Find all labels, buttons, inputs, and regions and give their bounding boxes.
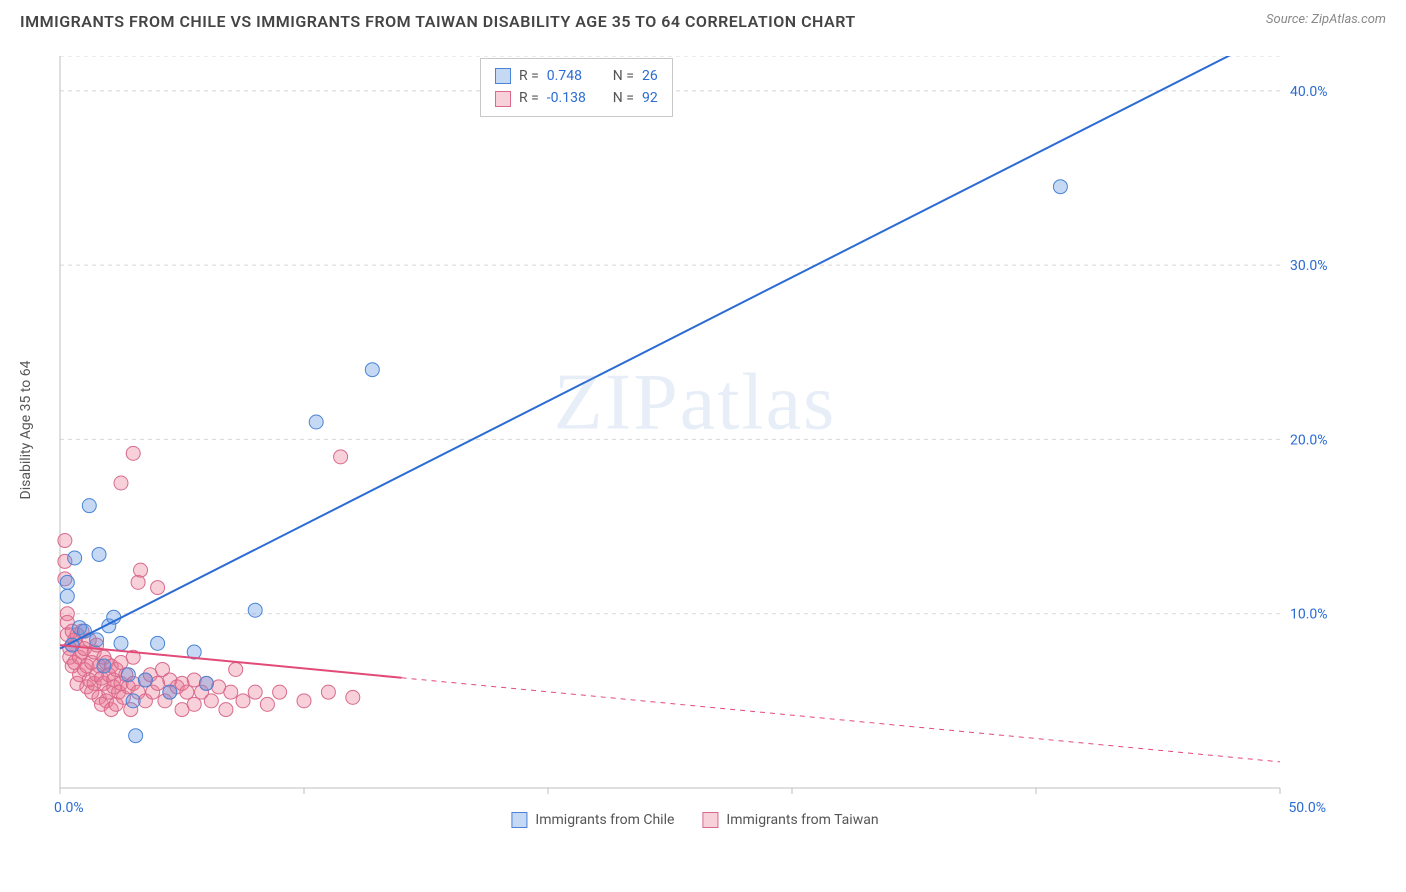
stat-r-value: 0.748: [547, 65, 605, 87]
y-tick-label: 40.0%: [1290, 84, 1328, 100]
data-point-chile: [68, 551, 82, 565]
x-tick-label: 0.0%: [54, 800, 84, 816]
data-point-taiwan: [134, 563, 148, 577]
data-point-taiwan: [204, 694, 218, 708]
y-axis-label: Disability Age 35 to 64: [18, 361, 34, 500]
data-point-taiwan: [297, 694, 311, 708]
y-tick-label: 10.0%: [1290, 607, 1328, 623]
stat-r-label: R =: [519, 87, 539, 109]
data-point-chile: [1053, 180, 1067, 194]
data-point-chile: [309, 415, 323, 429]
data-point-taiwan: [321, 685, 335, 699]
legend-swatch-taiwan: [702, 812, 718, 828]
data-point-chile: [97, 659, 111, 673]
data-point-taiwan: [219, 703, 233, 717]
data-point-chile: [129, 729, 143, 743]
stat-r-value: -0.138: [547, 87, 605, 109]
data-point-chile: [92, 547, 106, 561]
data-point-taiwan: [334, 450, 348, 464]
trend-line-chile: [60, 56, 1280, 649]
swatch-chile: [495, 68, 511, 84]
chart-svg: 10.0% 20.0% 30.0% 40.0% 0.0% 50.0%: [50, 56, 1340, 828]
legend-swatch-chile: [511, 812, 527, 828]
data-point-taiwan: [248, 685, 262, 699]
data-point-chile: [151, 636, 165, 650]
data-point-taiwan: [114, 476, 128, 490]
stats-legend: R = 0.748 N = 26 R = -0.138 N = 92: [480, 58, 673, 117]
y-tick-label: 30.0%: [1290, 258, 1328, 274]
trend-line-dashed-taiwan: [402, 678, 1280, 762]
stat-r-label: R =: [519, 65, 539, 87]
legend-item-taiwan: Immigrants from Taiwan: [702, 812, 878, 828]
stats-row-chile: R = 0.748 N = 26: [495, 65, 658, 87]
y-tick-label: 20.0%: [1290, 432, 1328, 448]
data-point-taiwan: [126, 446, 140, 460]
data-point-taiwan: [151, 581, 165, 595]
data-point-chile: [199, 676, 213, 690]
data-point-taiwan: [260, 697, 274, 711]
data-point-taiwan: [229, 662, 243, 676]
data-point-taiwan: [58, 534, 72, 548]
data-point-chile: [126, 694, 140, 708]
chart-title: IMMIGRANTS FROM CHILE VS IMMIGRANTS FROM…: [20, 12, 856, 31]
data-point-taiwan: [236, 694, 250, 708]
stats-row-taiwan: R = -0.138 N = 92: [495, 87, 658, 109]
data-point-chile: [114, 636, 128, 650]
stat-n-value: 92: [642, 87, 658, 109]
data-point-taiwan: [346, 690, 360, 704]
legend-label: Immigrants from Taiwan: [726, 812, 878, 828]
legend-label: Immigrants from Chile: [535, 812, 674, 828]
data-point-taiwan: [187, 697, 201, 711]
x-tick-label: 50.0%: [1288, 800, 1326, 816]
stat-n-label: N =: [613, 87, 634, 109]
stat-n-value: 26: [642, 65, 658, 87]
data-point-chile: [365, 363, 379, 377]
data-point-chile: [82, 499, 96, 513]
source-label: Source: ZipAtlas.com: [1266, 12, 1386, 27]
data-point-taiwan: [180, 685, 194, 699]
stat-n-label: N =: [613, 65, 634, 87]
data-point-taiwan: [224, 685, 238, 699]
data-point-taiwan: [273, 685, 287, 699]
data-point-chile: [248, 603, 262, 617]
data-point-chile: [90, 633, 104, 647]
swatch-taiwan: [495, 91, 511, 107]
data-point-chile: [138, 673, 152, 687]
data-point-chile: [60, 589, 74, 603]
data-point-taiwan: [131, 575, 145, 589]
data-point-chile: [121, 668, 135, 682]
legend-item-chile: Immigrants from Chile: [511, 812, 674, 828]
bottom-legend: Immigrants from Chile Immigrants from Tai…: [511, 812, 878, 828]
data-point-chile: [163, 685, 177, 699]
data-point-chile: [60, 575, 74, 589]
plot-area: 10.0%20.0%30.0%40.0%0.0%50.0% ZIPatlas R…: [50, 56, 1340, 828]
